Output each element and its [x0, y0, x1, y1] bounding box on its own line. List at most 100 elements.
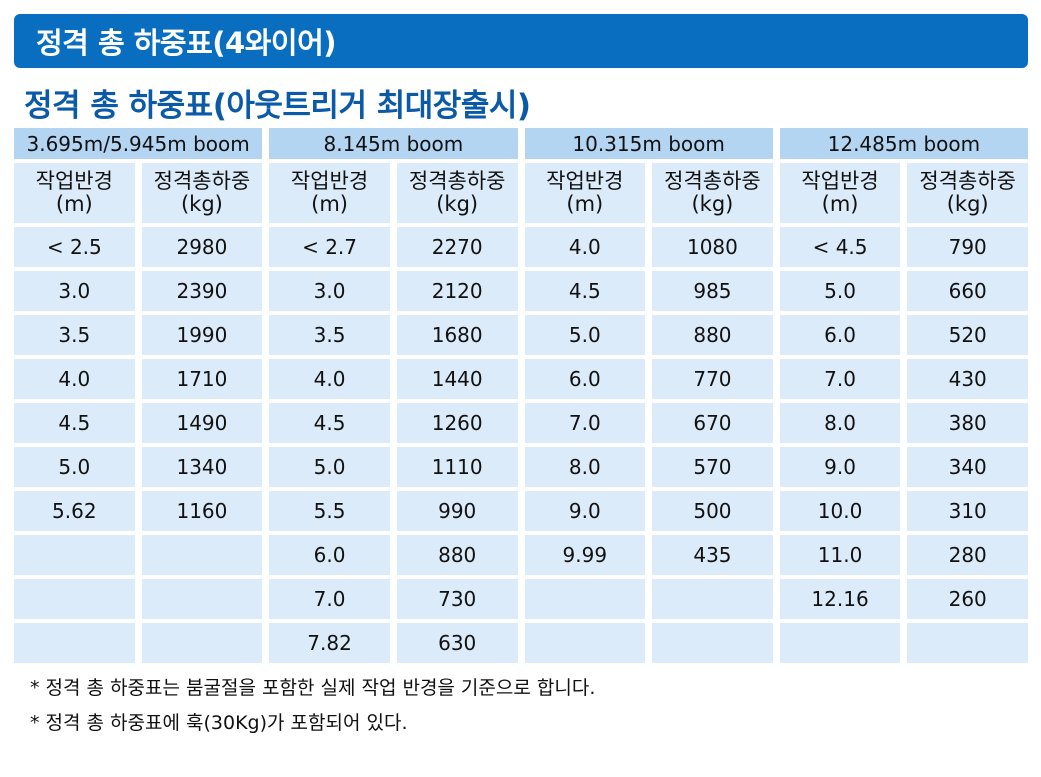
table-cell: 7.0	[779, 359, 901, 399]
column-header-load: 정격총하중 (kg)	[141, 163, 263, 223]
table-cell: < 4.5	[779, 227, 901, 267]
header-bar: 정격 총 하중표(4와이어)	[14, 14, 1028, 68]
table-cell: 1990	[141, 315, 263, 355]
table-cell: 1340	[141, 447, 263, 487]
table-cell	[652, 623, 773, 663]
table-cell: 880	[652, 315, 773, 355]
column-header-load: 정격총하중 (kg)	[907, 163, 1028, 223]
boom-header: 12.485m boom	[779, 128, 1028, 159]
table-cell: 5.5	[269, 491, 390, 531]
table-cell: 8.0	[524, 447, 646, 487]
table-cell: 5.0	[524, 315, 646, 355]
table-cell: 4.0	[524, 227, 646, 267]
table-cell: 9.0	[779, 447, 901, 487]
table-cell: 790	[907, 227, 1028, 267]
column-header-line: 작업반경	[546, 169, 624, 193]
table-cell: 2390	[141, 271, 263, 311]
table-cell: 280	[907, 535, 1028, 575]
table-cell: 3.0	[269, 271, 390, 311]
table-cell: 2270	[396, 227, 518, 267]
table-cell: 570	[652, 447, 773, 487]
table-cell: 1490	[141, 403, 263, 443]
column-header-line: (m)	[55, 192, 93, 216]
table-title: 정격 총 하중표(아웃트리거 최대장출시)	[24, 88, 531, 124]
table-cell: 3.0	[14, 271, 135, 311]
table-cell: 660	[907, 271, 1028, 311]
column-header-line: (kg)	[180, 192, 223, 216]
table-cell: 1110	[396, 447, 518, 487]
table-cell: 310	[907, 491, 1028, 531]
column-header-radius: 작업반경 (m)	[779, 163, 901, 223]
table-cell: 5.0	[269, 447, 390, 487]
boom-header: 8.145m boom	[269, 128, 518, 159]
table-cell: 770	[652, 359, 773, 399]
table-cell: 7.0	[269, 579, 390, 619]
table-cell: 520	[907, 315, 1028, 355]
table-cell: 1440	[396, 359, 518, 399]
table-cell: 990	[396, 491, 518, 531]
table-cell: 7.82	[269, 623, 390, 663]
table-cell	[14, 579, 135, 619]
table-cell: 7.0	[524, 403, 646, 443]
table-cell: 500	[652, 491, 773, 531]
column-header-line: 작업반경	[801, 169, 879, 193]
boom-header: 3.695m/5.945m boom	[14, 128, 263, 159]
column-header-radius: 작업반경 (m)	[269, 163, 390, 223]
table-cell: 6.0	[779, 315, 901, 355]
column-header-line: 정격총하중	[664, 169, 761, 193]
table-cell: 10.0	[779, 491, 901, 531]
column-header-radius: 작업반경 (m)	[14, 163, 135, 223]
boom-header: 10.315m boom	[524, 128, 773, 159]
column-header-load: 정격총하중 (kg)	[396, 163, 518, 223]
table-cell: 11.0	[779, 535, 901, 575]
table-cell	[779, 623, 901, 663]
table-cell: 5.0	[779, 271, 901, 311]
table-cell: 985	[652, 271, 773, 311]
load-chart-table: 3.695m/5.945m boom 8.145m boom 10.315m boo…	[14, 128, 1028, 663]
note-hook-weight: * 정격 총 하중표에 훅(30Kg)가 포함되어 있다.	[30, 712, 408, 734]
table-cell	[14, 535, 135, 575]
table-cell: 5.62	[14, 491, 135, 531]
table-cell: 4.0	[14, 359, 135, 399]
table-cell	[652, 579, 773, 619]
column-header-line: (kg)	[691, 192, 734, 216]
table-cell: 3.5	[14, 315, 135, 355]
table-cell: 730	[396, 579, 518, 619]
table-cell: 1680	[396, 315, 518, 355]
column-header-load: 정격총하중 (kg)	[652, 163, 773, 223]
table-cell: < 2.7	[269, 227, 390, 267]
table-cell: 9.99	[524, 535, 646, 575]
table-cell: 4.5	[269, 403, 390, 443]
column-header-radius: 작업반경 (m)	[524, 163, 646, 223]
table-cell: 4.5	[14, 403, 135, 443]
column-header-line: 작업반경	[35, 169, 113, 193]
column-header-line: (m)	[311, 192, 348, 216]
table-cell: 670	[652, 403, 773, 443]
table-cell: 340	[907, 447, 1028, 487]
column-header-line: (kg)	[436, 192, 479, 216]
column-header-line: (m)	[821, 192, 859, 216]
table-cell	[14, 623, 135, 663]
table-cell: 4.0	[269, 359, 390, 399]
table-cell: 5.0	[14, 447, 135, 487]
table-cell: 12.16	[779, 579, 901, 619]
table-cell: 1080	[652, 227, 773, 267]
column-header-line: 정격총하중	[153, 169, 251, 193]
column-header-line: (kg)	[946, 192, 989, 216]
table-cell	[524, 623, 646, 663]
table-cell: < 2.5	[14, 227, 135, 267]
table-cell: 4.5	[524, 271, 646, 311]
note-boom-articulation: * 정격 총 하중표는 붐굴절을 포함한 실제 작업 반경을 기준으로 합니다.	[30, 677, 596, 699]
table-cell: 435	[652, 535, 773, 575]
table-cell: 8.0	[779, 403, 901, 443]
column-header-line: 정격총하중	[408, 169, 506, 193]
table-cell: 260	[907, 579, 1028, 619]
column-header-line: (m)	[566, 192, 604, 216]
notes: * 정격 총 하중표는 붐굴절을 포함한 실제 작업 반경을 기준으로 합니다.…	[30, 674, 595, 744]
table-cell: 6.0	[524, 359, 646, 399]
table-cell: 630	[396, 623, 518, 663]
table-cell: 6.0	[269, 535, 390, 575]
table-cell: 1260	[396, 403, 518, 443]
column-header-line: 작업반경	[290, 169, 369, 193]
table-cell	[141, 579, 263, 619]
